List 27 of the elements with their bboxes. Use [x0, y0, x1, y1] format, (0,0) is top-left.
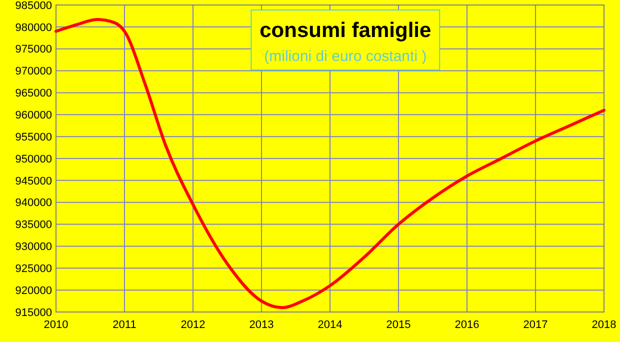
text: (milioni di euro costanti ): [264, 48, 427, 65]
y-tick-label: 975000: [15, 44, 52, 56]
x-tick-label: 2015: [386, 319, 411, 331]
x-tick-label: 2014: [318, 319, 342, 331]
x-tick-label: 2016: [454, 319, 480, 331]
x-tick-label: 2013: [249, 319, 274, 331]
y-tick-label: 920000: [15, 284, 52, 297]
y-tick-label: 960000: [15, 109, 52, 122]
y-tick-label: 930000: [15, 241, 52, 254]
x-tick-label: 2011: [112, 319, 136, 331]
y-tick-label: 980000: [15, 22, 52, 34]
y-tick-label: 915000: [15, 306, 52, 319]
x-tick-label: 2012: [180, 319, 206, 331]
x-tick-label: 2018: [592, 319, 616, 331]
line-series: [54, 18, 606, 310]
y-tick-label: 940000: [15, 197, 52, 210]
y-tick-label: 965000: [15, 88, 52, 100]
y-tick-label: 970000: [15, 66, 52, 78]
y-tick-label: 985000: [15, 0, 52, 12]
y-tick-label: 925000: [15, 262, 52, 275]
y-tick-label: 945000: [15, 175, 52, 188]
text: consumi famiglie: [260, 19, 432, 42]
y-tick-label: 955000: [15, 131, 52, 144]
x-tick-label: 2010: [44, 319, 68, 331]
y-tick-label: 950000: [15, 153, 52, 166]
x-tick-label: 2017: [523, 319, 548, 331]
y-tick-label: 935000: [15, 219, 52, 232]
